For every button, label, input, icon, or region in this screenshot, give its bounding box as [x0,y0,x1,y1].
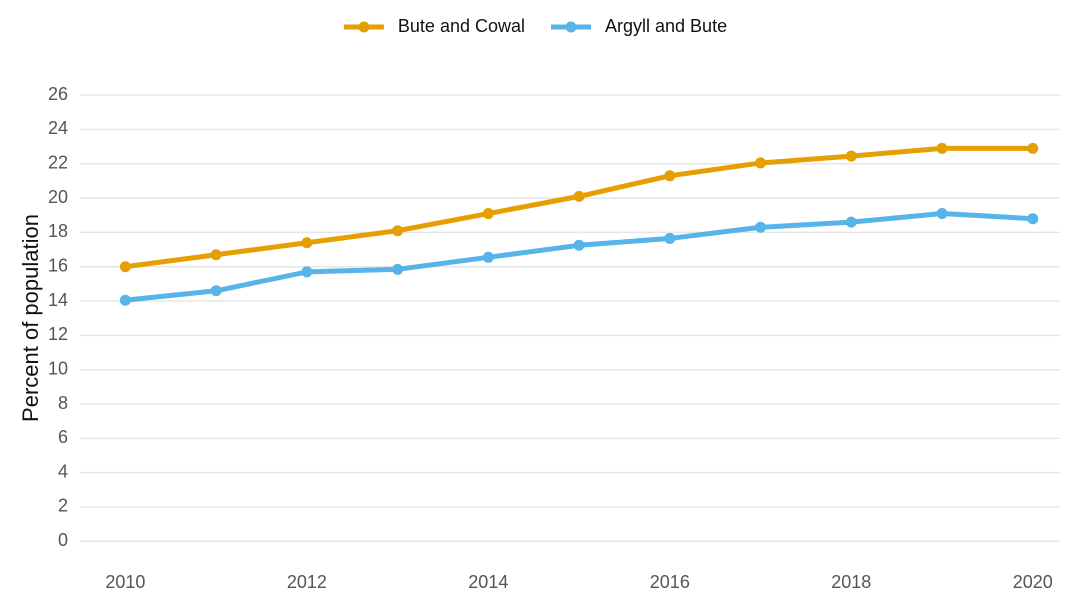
x-tick-label: 2016 [650,572,690,592]
data-point [573,190,585,202]
data-point [1027,213,1039,225]
data-point [936,208,948,220]
data-point [1027,142,1039,154]
data-point [392,225,404,237]
y-tick-label: 8 [58,393,68,413]
y-axis-label: Percent of population [18,214,43,422]
data-point [482,251,494,263]
series-line [125,211,1033,303]
y-tick-label: 24 [48,118,68,138]
data-point [392,263,404,275]
data-point [301,237,313,249]
y-tick-label: 0 [58,530,68,550]
x-tick-label: 2010 [105,572,145,592]
legend-marker [358,21,370,33]
y-tick-label: 16 [48,255,68,275]
y-tick-label: 10 [48,358,68,378]
y-tick-label: 12 [48,324,68,344]
legend-label: Bute and Cowal [398,16,525,36]
data-point [210,285,222,297]
data-point [936,142,948,154]
data-point [301,266,313,278]
y-tick-label: 18 [48,221,68,241]
legend-label: Argyll and Bute [605,16,727,36]
y-tick-label: 4 [58,461,68,481]
y-tick-label: 14 [48,290,68,310]
data-point [210,249,222,261]
data-point [755,157,767,169]
data-point [664,170,676,182]
y-tick-label: 22 [48,153,68,173]
data-point [845,150,857,162]
x-tick-label: 2014 [468,572,508,592]
data-point [755,221,767,233]
x-tick-label: 2018 [831,572,871,592]
y-tick-label: 20 [48,187,68,207]
x-tick-label: 2020 [1013,572,1053,592]
legend-item: Argyll and Bute [551,16,727,36]
data-point [119,294,131,306]
data-point [664,232,676,244]
y-tick-label: 2 [58,496,68,516]
data-point [573,239,585,251]
y-tick-label: 6 [58,427,68,447]
data-point [482,208,494,220]
x-tick-label: 2012 [287,572,327,592]
data-point [845,216,857,228]
legend: Bute and Cowal Argyll and Bute [343,16,727,36]
legend-item: Bute and Cowal [343,16,525,36]
data-point [119,261,131,273]
y-tick-label: 26 [48,84,68,104]
legend-marker [565,21,577,33]
